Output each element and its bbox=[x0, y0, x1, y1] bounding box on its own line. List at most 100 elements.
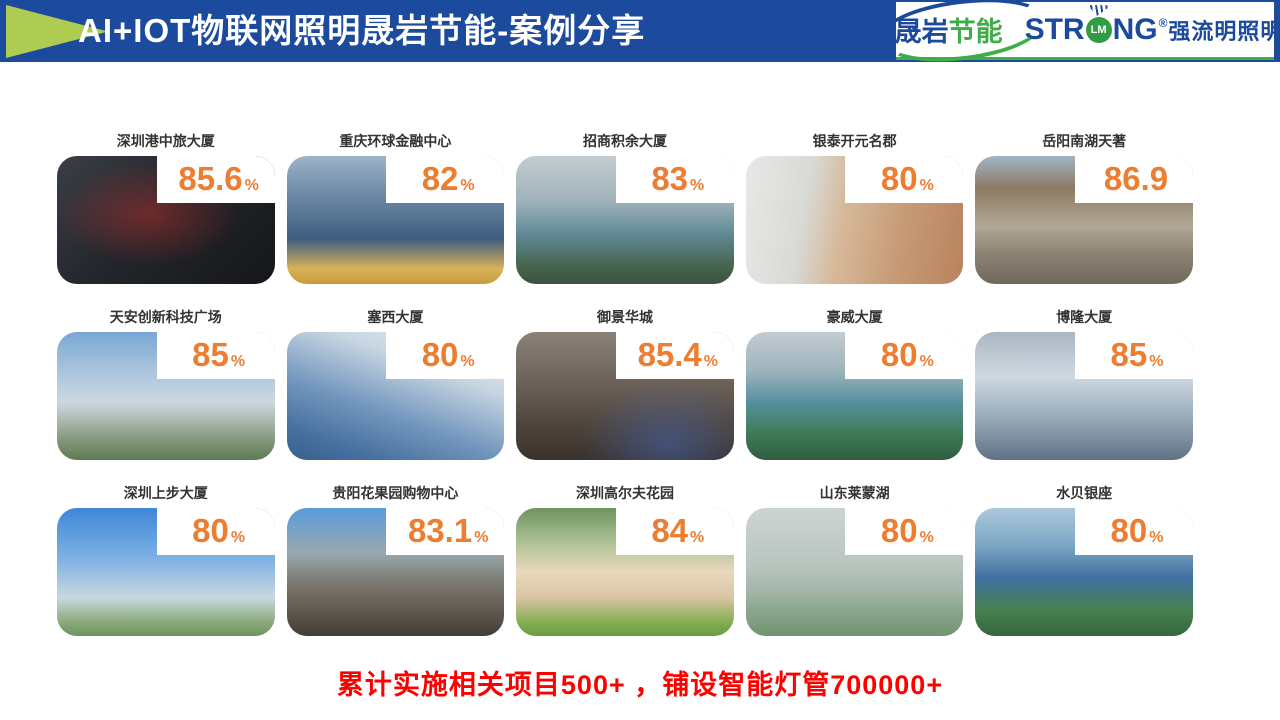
building-card: 水贝银座 80 % bbox=[975, 483, 1193, 636]
building-card: 塞西大厦 80 % bbox=[286, 307, 505, 460]
savings-value: 80 bbox=[1110, 512, 1148, 549]
savings-value: 83 bbox=[651, 160, 689, 197]
savings-value: 85 bbox=[1110, 336, 1148, 373]
savings-badge: 86.9 bbox=[1075, 156, 1193, 203]
building-photo: 80 % bbox=[57, 508, 275, 636]
shengyan-logo: 晟岩节能 bbox=[875, 0, 1048, 70]
savings-unit: % bbox=[919, 177, 934, 194]
building-card: 贵阳花果园购物中心 83.1 % bbox=[286, 483, 505, 636]
lm-circle-icon: LM bbox=[1085, 17, 1112, 43]
building-name: 水贝银座 bbox=[1056, 485, 1113, 501]
registered-mark: ® bbox=[1158, 15, 1168, 30]
building-card: 山东莱蒙湖 80 % bbox=[745, 483, 964, 636]
savings-unit: % bbox=[230, 529, 246, 546]
building-photo: 86.9 bbox=[975, 156, 1193, 284]
building-photo: 82 % bbox=[286, 156, 505, 284]
savings-badge: 84 % bbox=[615, 508, 734, 555]
building-card: 岳阳南湖天著 86.9 bbox=[975, 131, 1193, 284]
savings-unit: % bbox=[244, 177, 259, 194]
building-card: 重庆环球金融中心 82 % bbox=[286, 131, 505, 284]
savings-value: 80 bbox=[192, 512, 229, 549]
savings-value: 80 bbox=[880, 336, 918, 373]
building-card: 天安创新科技广场 85 % bbox=[57, 307, 275, 460]
strong-logo: STR LM NG ® 强流明照明 bbox=[1025, 14, 1280, 46]
building-name: 银泰开元名郡 bbox=[812, 133, 897, 149]
building-name: 塞西大厦 bbox=[367, 309, 424, 325]
building-photo: 85 % bbox=[975, 332, 1193, 460]
building-card: 招商积余大厦 83 % bbox=[516, 131, 734, 284]
building-name: 岳阳南湖天著 bbox=[1042, 133, 1127, 149]
cards-grid: 深圳港中旅大厦 85.6 % 重庆环球金融中心 82 % 招商积余大厦 bbox=[57, 131, 1193, 636]
building-card: 豪威大厦 80 % bbox=[745, 307, 964, 460]
building-card: 深圳高尔夫花园 84 % bbox=[516, 483, 734, 636]
building-card: 银泰开元名郡 80 % bbox=[745, 131, 964, 284]
savings-unit: % bbox=[703, 353, 719, 370]
savings-badge: 85 % bbox=[1075, 332, 1193, 379]
savings-value: 80 bbox=[880, 160, 918, 197]
building-name: 重庆环球金融中心 bbox=[339, 133, 452, 149]
logo-panel: 晟岩节能 STR LM NG ® 强流明照明 bbox=[875, 0, 1280, 70]
building-card: 博隆大厦 85 % bbox=[975, 307, 1193, 460]
footer-summary: 累计实施相关项目500+ ，铺设智能灯管700000+ bbox=[336, 670, 944, 700]
savings-value: 80 bbox=[880, 512, 918, 549]
building-name: 山东莱蒙湖 bbox=[819, 485, 890, 501]
savings-unit: % bbox=[230, 353, 246, 370]
strong-logo-chinese: 强流明照明 bbox=[1168, 18, 1280, 44]
savings-value: 86.9 bbox=[1103, 160, 1169, 197]
building-name: 深圳上步大厦 bbox=[123, 485, 208, 501]
shengyan-logo-text-green: 节能 bbox=[948, 17, 1003, 47]
building-name: 博隆大厦 bbox=[1056, 309, 1113, 325]
building-photo: 83.1 % bbox=[286, 508, 505, 636]
building-photo: 85 % bbox=[57, 332, 275, 460]
savings-unit: % bbox=[474, 529, 489, 546]
savings-badge: 83.1 % bbox=[386, 508, 505, 555]
savings-badge: 82 % bbox=[386, 156, 505, 203]
savings-badge: 83 % bbox=[615, 156, 734, 203]
strong-logo-prefix: STR bbox=[1024, 12, 1085, 46]
savings-unit: % bbox=[690, 177, 705, 194]
building-photo: 80 % bbox=[286, 332, 505, 460]
building-name: 深圳高尔夫花园 bbox=[575, 485, 674, 501]
building-name: 招商积余大厦 bbox=[582, 133, 667, 149]
light-rays-icon bbox=[1086, 2, 1111, 16]
savings-badge: 80 % bbox=[1075, 508, 1193, 555]
building-name: 御景华城 bbox=[596, 309, 653, 325]
savings-value: 85 bbox=[192, 336, 229, 373]
building-photo: 80 % bbox=[745, 156, 964, 284]
building-name: 深圳港中旅大厦 bbox=[116, 133, 215, 149]
savings-value: 85.4 bbox=[637, 336, 702, 373]
page-title: AI+IOT物联网照明晟岩节能-案例分享 bbox=[78, 12, 646, 49]
building-name: 天安创新科技广场 bbox=[109, 309, 222, 325]
building-photo: 80 % bbox=[745, 508, 964, 636]
savings-badge: 80 % bbox=[845, 508, 964, 555]
building-card: 御景华城 85.4 % bbox=[516, 307, 734, 460]
building-photo: 84 % bbox=[516, 508, 734, 636]
savings-value: 84 bbox=[651, 512, 689, 549]
savings-unit: % bbox=[1149, 353, 1164, 370]
savings-badge: 85 % bbox=[156, 332, 275, 379]
building-photo: 85.4 % bbox=[516, 332, 734, 460]
savings-unit: % bbox=[460, 177, 475, 194]
savings-value: 83.1 bbox=[407, 512, 473, 549]
savings-badge: 85.6 % bbox=[156, 156, 275, 203]
building-name: 豪威大厦 bbox=[826, 309, 883, 325]
savings-unit: % bbox=[919, 529, 934, 546]
savings-badge: 80 % bbox=[156, 508, 275, 555]
savings-badge: 80 % bbox=[386, 332, 505, 379]
savings-unit: % bbox=[460, 353, 475, 370]
savings-badge: 80 % bbox=[845, 332, 964, 379]
building-photo: 80 % bbox=[975, 508, 1193, 636]
shengyan-logo-text-blue: 晟岩 bbox=[894, 17, 949, 47]
building-photo: 80 % bbox=[745, 332, 964, 460]
lm-circle-text: LM bbox=[1090, 23, 1107, 36]
strong-logo-suffix: NG bbox=[1112, 12, 1158, 46]
savings-value: 80 bbox=[421, 336, 459, 373]
savings-unit: % bbox=[919, 353, 934, 370]
building-card: 深圳港中旅大厦 85.6 % bbox=[57, 131, 275, 284]
building-card: 深圳上步大厦 80 % bbox=[57, 483, 275, 636]
building-photo: 85.6 % bbox=[57, 156, 275, 284]
savings-value: 85.6 bbox=[178, 160, 243, 197]
building-photo: 83 % bbox=[516, 156, 734, 284]
building-name: 贵阳花果园购物中心 bbox=[332, 485, 459, 501]
